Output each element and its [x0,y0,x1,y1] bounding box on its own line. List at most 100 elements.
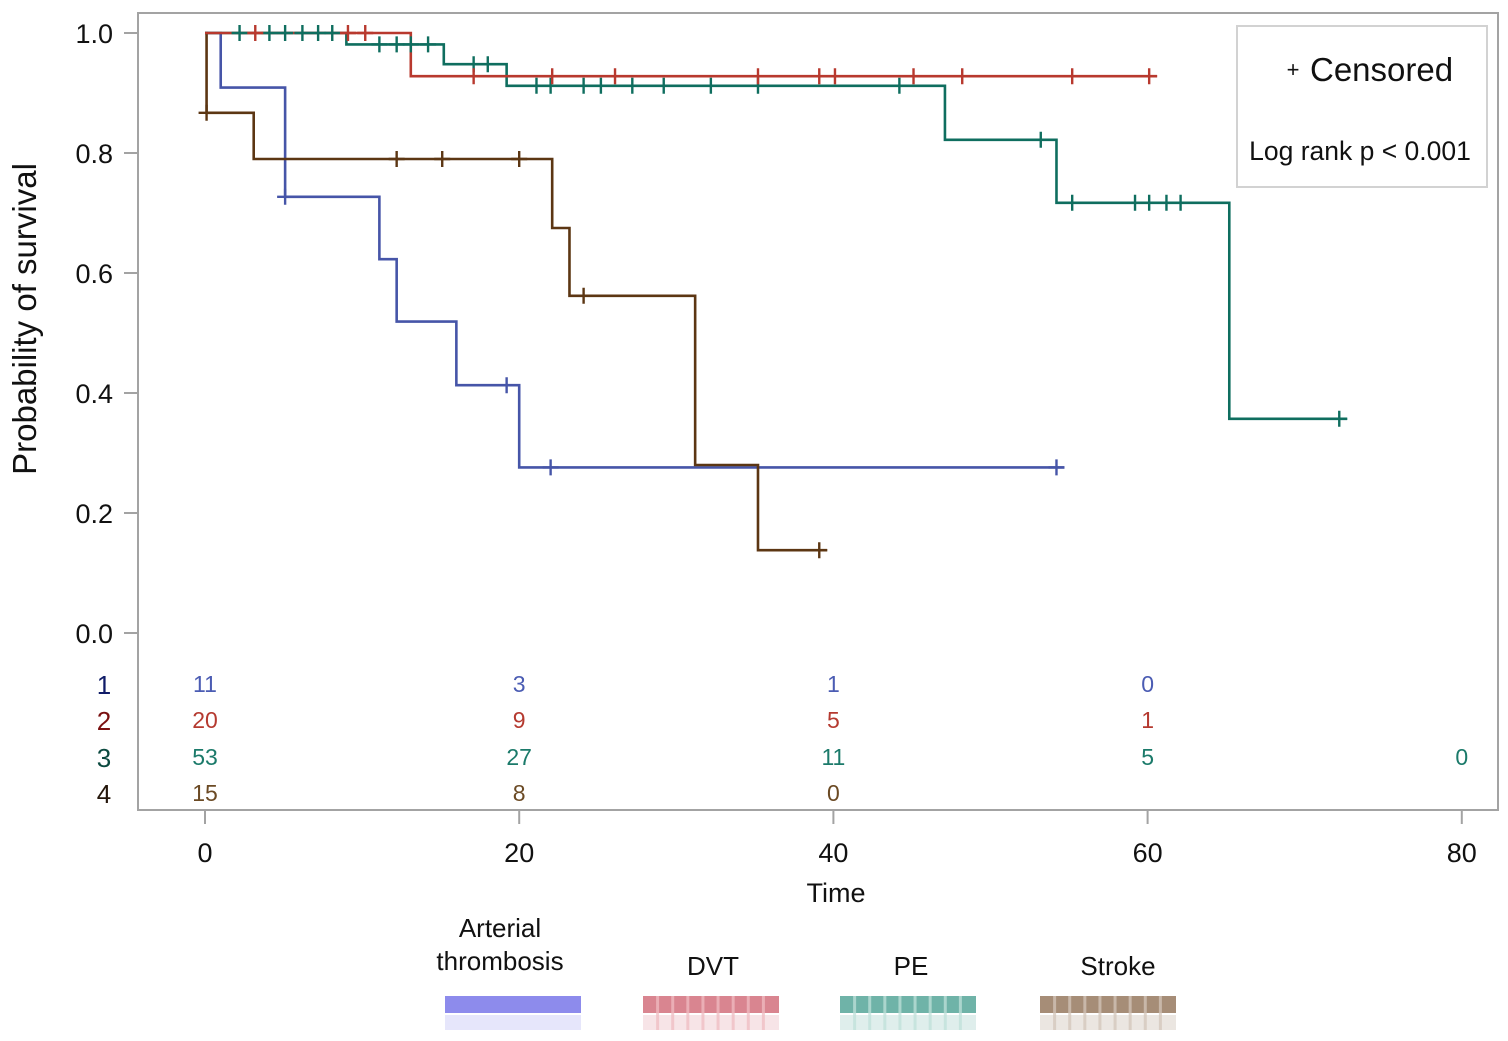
censor-mark-stroke [198,104,215,121]
legend-label: Stroke [1080,951,1155,981]
censor-mark-dvt [749,68,766,85]
x-tick-label: 0 [197,838,212,868]
censor-mark-pe [624,77,641,94]
x-tick-label: 80 [1447,838,1477,868]
censor-mark-dvt [826,68,843,85]
y-tick-label: 0.8 [75,139,113,169]
censor-mark-pe [261,25,278,41]
legend-swatch-stripe [656,996,660,1030]
x-axis: 0 20 40 60 80 [197,810,1477,868]
censor-mark-stroke [575,287,592,304]
legend-swatch-stripe [958,996,962,1030]
y-tick-label: 0.6 [75,259,113,289]
at-risk-count: 0 [1141,671,1154,697]
censor-mark-dvt [1064,68,1081,85]
at-risk-row-label: 3 [97,743,111,773]
censor-mark-dvt [544,68,561,85]
at-risk-count: 27 [506,744,532,770]
at-risk-count: 1 [1141,707,1154,733]
at-risk-count: 5 [1141,744,1154,770]
at-risk-row-label: 1 [97,670,111,700]
censor-mark-pe [402,36,419,53]
at-risk-row-label: 2 [97,706,111,736]
log-rank-label: Log rank p < 0.001 [1249,136,1471,166]
at-risk-row-label: 4 [97,779,111,809]
legend-swatch-stripe [853,996,857,1030]
censor-mark-dvt [905,68,922,85]
x-axis-title: Time [807,878,866,908]
at-risk-count: 11 [193,671,217,697]
inset-legend: + Censored Log rank p < 0.001 [1236,25,1488,188]
legend-swatch-stripe [731,996,735,1030]
censor-mark-arterial-thrombosis [1048,459,1065,476]
at-risk-count: 8 [513,780,526,806]
censor-mark-stroke [811,542,828,559]
censor-mark-pe [1158,194,1175,211]
at-risk-count: 11 [821,744,845,770]
legend-swatch-stripe [701,996,705,1030]
censor-mark-stroke [511,151,528,167]
x-tick-label: 40 [818,838,848,868]
legend-swatch-stripe [1098,996,1102,1030]
legend-swatch-stripe [761,996,765,1030]
at-risk-count: 1 [827,671,840,697]
legend-swatch [1040,996,1176,1013]
censor-mark-pe [277,25,294,41]
censor-mark-pe [420,36,437,53]
censor-mark-pe [702,77,719,94]
y-tick-label: 0.2 [75,499,113,529]
legend-swatch-stripe [686,996,690,1030]
legend-swatch-stripe [1068,996,1072,1030]
censor-mark-dvt [1141,68,1158,85]
legend-swatch-stripe [883,996,887,1030]
at-risk-count: 9 [513,707,526,733]
legend-entry: DVT [643,951,779,1030]
at-risk-count: 0 [827,780,840,806]
at-risk-count: 0 [1455,744,1468,770]
censor-mark-arterial-thrombosis [277,188,294,205]
censor-mark-pe [479,56,496,73]
legend-label: thrombosis [436,946,563,976]
censor-mark-pe [388,36,405,53]
legend-swatch-stripe [898,996,902,1030]
censor-mark-dvt [247,25,264,41]
legend-swatch-stripe [1143,996,1147,1030]
legend-swatch-reflection [840,1015,976,1030]
legend-swatch-stripe [716,996,720,1030]
legend-swatch [643,996,779,1013]
legend-swatch-stripe [868,996,872,1030]
censor-mark-dvt [465,68,482,85]
at-risk-count: 3 [513,671,526,697]
legend-swatch-stripe [1053,996,1057,1030]
x-tick-label: 20 [504,838,534,868]
y-tick-label: 0.0 [75,619,113,649]
at-risk-count: 53 [192,744,218,770]
legend-swatch [840,996,976,1013]
censored-label: Censored [1310,51,1453,88]
censor-mark-pe [1172,194,1189,211]
plot-frame [137,12,1499,811]
censor-mark-pe [592,77,609,94]
inset-legend-box [1236,25,1488,188]
legend-swatch-reflection [445,1015,581,1030]
at-risk-count: 5 [827,707,840,733]
y-tick-label: 0.4 [75,379,113,409]
censor-mark-pe [528,77,545,94]
censor-mark-dvt [339,25,356,41]
censor-mark-dvt [954,68,971,85]
legend-swatch-stripe [1083,996,1087,1030]
legend-entry: Stroke [1040,951,1176,1030]
censor-mark-pe [231,25,248,41]
censor-mark-pe [891,77,908,94]
censor-mark-pe [575,77,592,94]
legend-entry: PE [840,951,976,1030]
censor-mark-pe [1127,194,1144,211]
censor-mark-pe [655,77,672,94]
censored-symbol: + [1287,57,1300,82]
legend-label: DVT [687,951,739,981]
at-risk-count: 20 [192,707,218,733]
censor-mark-pe [310,25,327,41]
y-axis: 0.0 0.2 0.4 0.6 0.8 1.0 [75,19,138,649]
